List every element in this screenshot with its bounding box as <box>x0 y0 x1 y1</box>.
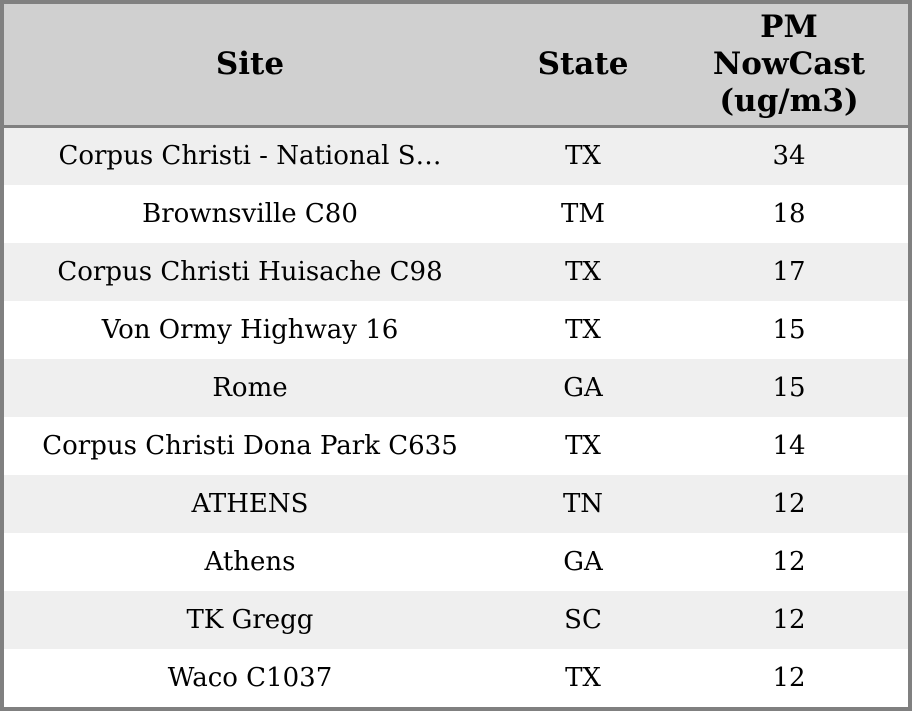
table-row: Rome GA 15 <box>4 358 908 417</box>
table-row: Athens GA 12 <box>4 532 908 591</box>
table-row: Waco C1037 TX 12 <box>4 648 908 707</box>
state-cell: TX <box>565 256 601 287</box>
state-cell: GA <box>563 372 603 403</box>
table-row: Von Ormy Highway 16 TX 15 <box>4 300 908 359</box>
pm-nowcast-cell: 18 <box>772 198 806 229</box>
column-header-state: State <box>496 4 670 128</box>
table-row: Corpus Christi Dona Park C635 TX 14 <box>4 416 908 475</box>
state-cell: TX <box>565 141 601 172</box>
pm-nowcast-cell: 15 <box>772 372 806 403</box>
site-cell: Brownsville C80 <box>142 198 358 229</box>
table-body: Corpus Christi - National S… TX 34 Brown… <box>4 126 908 707</box>
site-cell: Corpus Christi Huisache C98 <box>57 256 443 287</box>
pm-nowcast-cell: 17 <box>772 256 806 287</box>
site-cell: Waco C1037 <box>167 662 333 693</box>
state-cell: TX <box>565 430 601 461</box>
pm-nowcast-cell: 14 <box>772 430 806 461</box>
site-cell: Rome <box>212 372 288 403</box>
pm-nowcast-cell: 12 <box>772 546 806 577</box>
header-row: Site State PM NowCast (ug/m3) <box>4 4 908 128</box>
table-row: ATHENS TN 12 <box>4 474 908 533</box>
site-cell: ATHENS <box>191 488 309 519</box>
pm-nowcast-cell: 12 <box>772 488 806 519</box>
state-cell: TM <box>561 198 605 229</box>
pm-nowcast-cell: 15 <box>772 314 806 345</box>
state-cell: TX <box>565 314 601 345</box>
table-row: Brownsville C80 TM 18 <box>4 184 908 243</box>
site-cell: Athens <box>204 546 296 577</box>
table-row: Corpus Christi - National S… TX 34 <box>4 126 908 185</box>
pm-nowcast-cell: 34 <box>772 141 806 172</box>
site-cell: Corpus Christi - National S… <box>58 141 442 172</box>
state-cell: GA <box>563 546 603 577</box>
column-header-site: Site <box>4 4 496 128</box>
column-header-pm-nowcast: PM NowCast (ug/m3) <box>670 4 908 128</box>
site-cell: TK Gregg <box>186 604 314 635</box>
table-row: Corpus Christi Huisache C98 TX 17 <box>4 242 908 301</box>
table-header: Site State PM NowCast (ug/m3) <box>4 4 908 128</box>
state-cell: TN <box>562 488 604 519</box>
pm-nowcast-cell: 12 <box>772 604 806 635</box>
state-cell: SC <box>564 604 602 635</box>
sites-table: Site State PM NowCast (ug/m3) Corpus Chr… <box>4 4 908 707</box>
site-cell: Corpus Christi Dona Park C635 <box>42 430 458 461</box>
table-row: TK Gregg SC 12 <box>4 590 908 649</box>
pm-nowcast-cell: 12 <box>772 662 806 693</box>
site-cell: Von Ormy Highway 16 <box>101 314 399 345</box>
state-cell: TX <box>565 662 601 693</box>
